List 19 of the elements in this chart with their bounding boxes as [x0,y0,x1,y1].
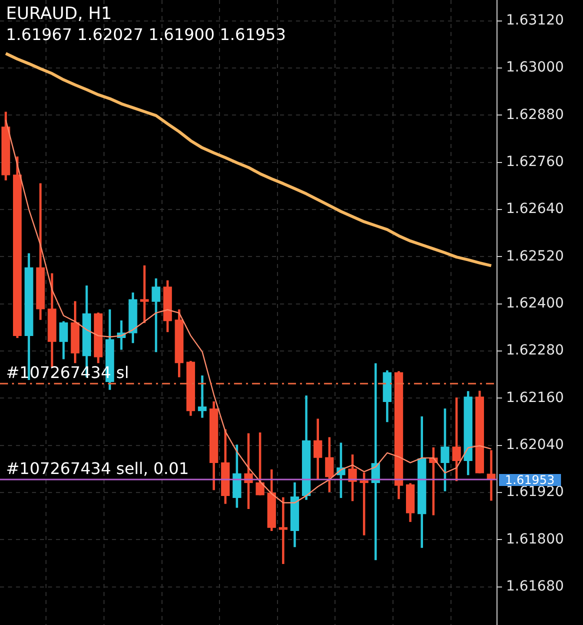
text: 1.61967 1.62027 1.61900 1.61953 [6,25,286,44]
y-tick-label: 1.62280 [506,342,564,359]
y-tick-label: 1.61920 [506,484,564,500]
text: 1.61953 [499,472,561,487]
ref-line-label: #107267434 sell, 0.01 [6,458,189,478]
y-tick-label: 1.62760 [506,154,564,170]
y-tick-label: 1.62880 [506,106,564,123]
y-tick-label: 1.61680 [506,578,564,595]
y-tick-label: 1.62520 [506,248,564,264]
candlestick [198,375,207,418]
y-tick-label: 1.62160 [506,390,564,406]
y-tick-label: 1.61800 [506,531,564,548]
y-tick-label: 1.62640 [506,201,564,218]
y-tick-label: 1.63000 [506,60,564,76]
chart-title: EURAUD, H1 [6,4,112,24]
candlestick [278,497,288,564]
y-tick-label: 1.62040 [506,437,564,453]
y-tick-label: 1.62400 [506,295,564,312]
y-tick-label: 1.63120 [506,12,564,28]
